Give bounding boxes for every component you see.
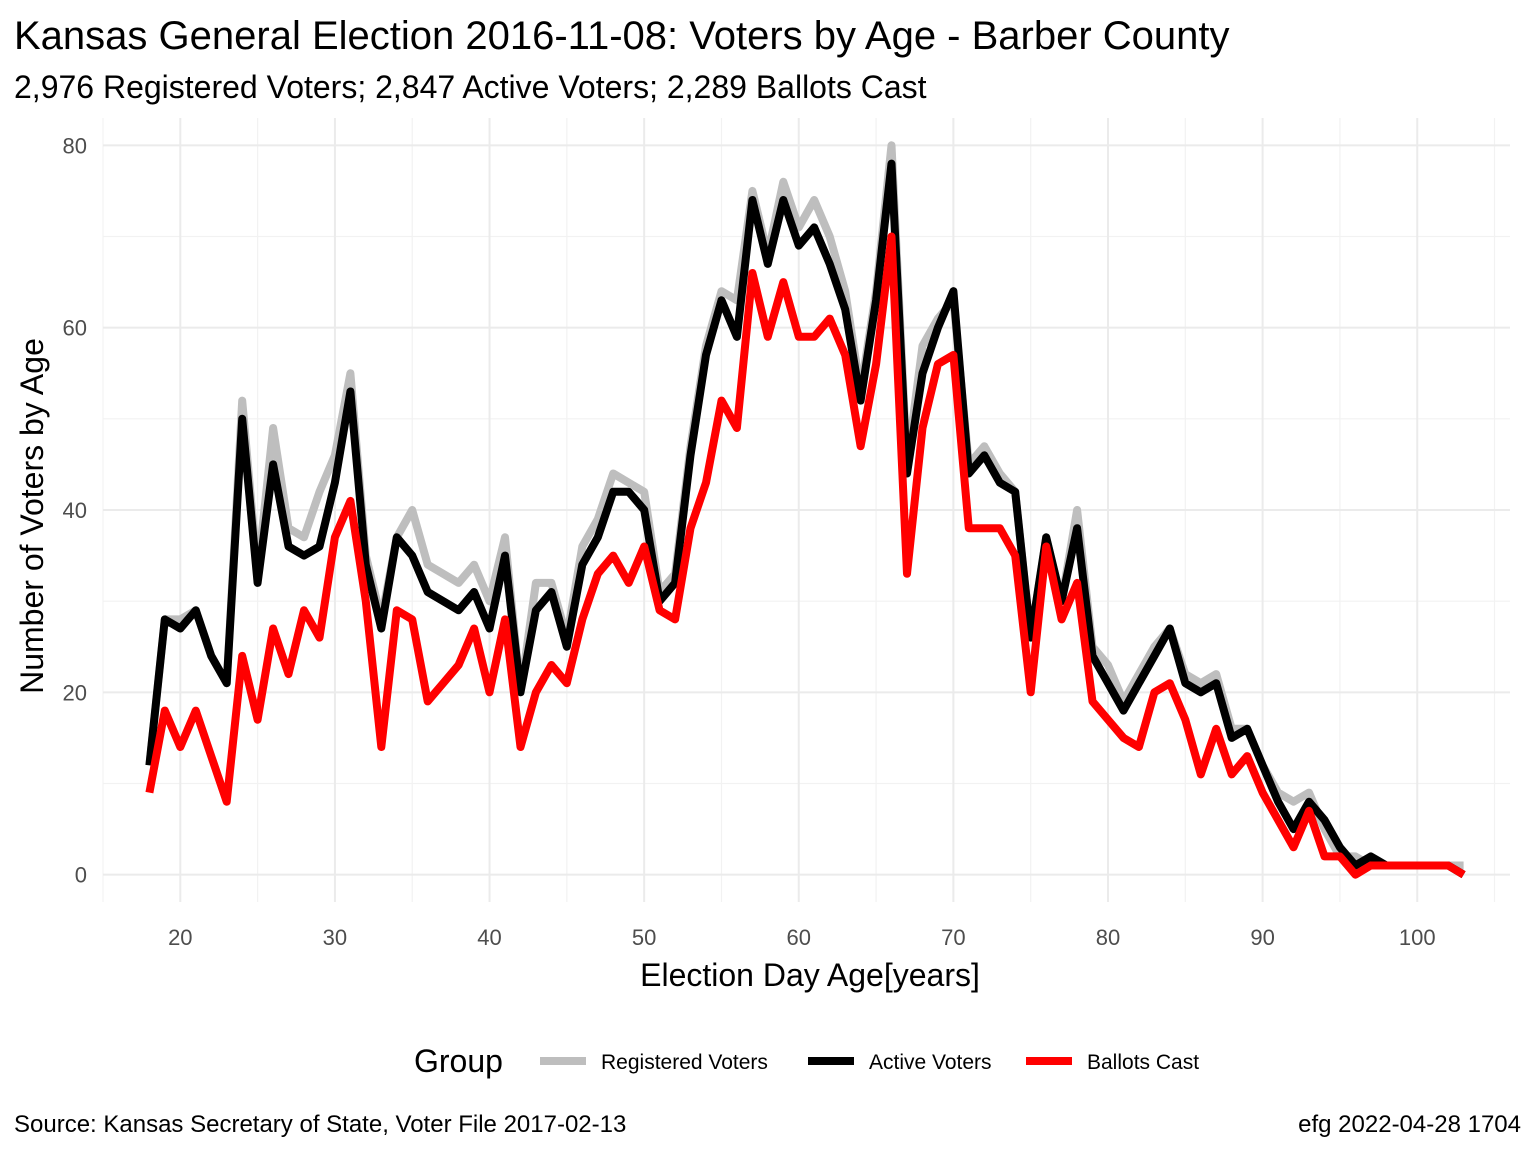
x-tick-label: 100 [1399,925,1436,950]
source-caption: Source: Kansas Secretary of State, Voter… [14,1111,626,1138]
x-tick-label: 40 [477,925,501,950]
x-tick-label: 60 [787,925,811,950]
chart-title: Kansas General Election 2016-11-08: Vote… [14,14,1230,58]
x-tick-label: 20 [168,925,192,950]
x-tick-label: 50 [632,925,656,950]
series-lines [145,141,1466,879]
y-axis-title: Number of Voters by Age [14,338,50,694]
x-axis-title: Election Day Age[years] [640,957,980,993]
y-tick-labels: 0 20 40 60 80 [63,133,87,887]
y-tick-label: 20 [63,680,87,705]
legend-label-1: Registered Voters [601,1051,768,1074]
legend-label-3: Ballots Cast [1087,1051,1199,1074]
y-tick-label: 40 [63,498,87,523]
y-tick-label: 80 [63,133,87,158]
legend: Group Registered Voters Active Voters Ball… [414,1043,1199,1079]
x-tick-labels: 20 30 40 50 60 70 80 90 100 [168,925,1436,950]
x-tick-label: 70 [941,925,965,950]
legend-label-2: Active Voters [869,1051,992,1074]
credit-caption: efg 2022-04-28 1704 [1298,1111,1521,1138]
x-tick-label: 30 [323,925,347,950]
x-tick-label: 90 [1250,925,1274,950]
legend-title: Group [414,1043,503,1079]
chart-subtitle: 2,976 Registered Voters; 2,847 Active Vo… [14,69,927,105]
x-tick-label: 80 [1096,925,1120,950]
series-line-2 [145,159,1466,879]
y-tick-label: 0 [75,863,87,888]
y-tick-label: 60 [63,316,87,341]
grid [102,118,1510,902]
series-line-3 [145,232,1466,879]
